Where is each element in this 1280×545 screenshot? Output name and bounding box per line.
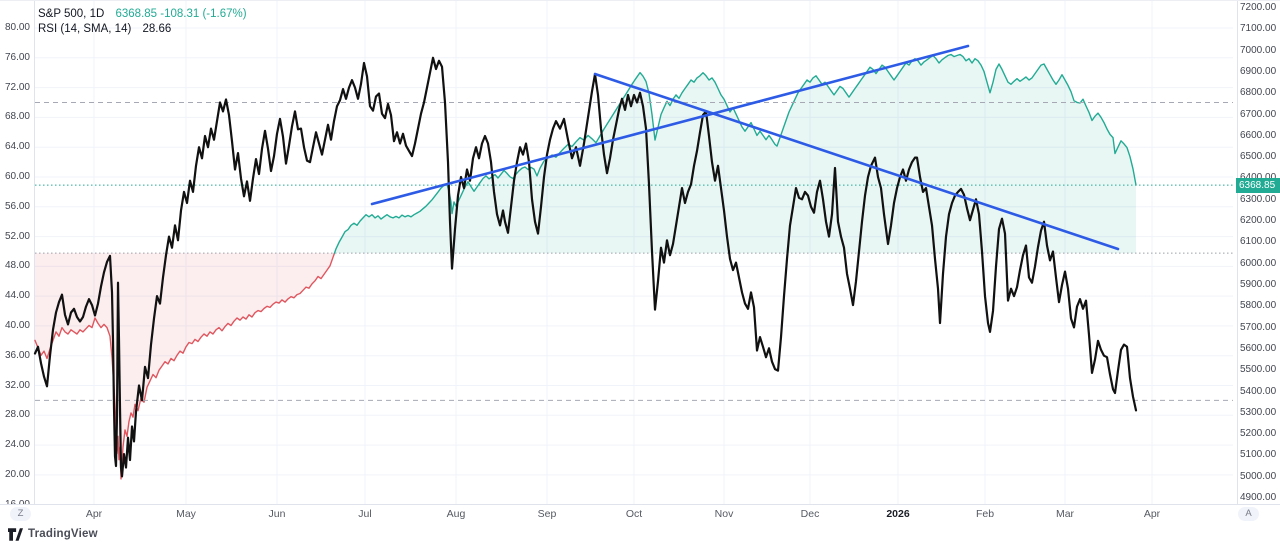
change-value: -108.31 (-1.67%) xyxy=(160,8,247,20)
price-tick-label: 6800.00 xyxy=(1240,87,1277,99)
rsi-tick-label: 56.00 xyxy=(4,200,30,212)
time-tick-label: Nov xyxy=(714,508,734,520)
falling-trendline[interactable] xyxy=(593,72,1120,251)
tradingview-logo-icon xyxy=(8,527,23,541)
rsi-tick-label: 20.00 xyxy=(4,468,30,480)
indicator-legend-row[interactable]: RSI (14, SMA, 14) 28.66 xyxy=(38,22,247,36)
price-tick-label: 5100.00 xyxy=(1240,449,1277,461)
price-tick-label: 5200.00 xyxy=(1240,428,1277,440)
grid-lines xyxy=(35,1,1233,506)
price-tick-label: 6200.00 xyxy=(1240,215,1277,227)
rising-trendline[interactable] xyxy=(370,44,970,206)
time-tick-label: May xyxy=(176,508,196,520)
rsi-tick-label: 32.00 xyxy=(4,379,30,391)
chart-legend: S&P 500, 1D 6368.85 -108.31 (-1.67%) RSI… xyxy=(38,7,247,37)
indicator-title: RSI (14, SMA, 14) xyxy=(38,23,132,35)
price-scale-axis[interactable]: 7200.00 7100.00 7000.00 6900.00 6800.00 6700.… xyxy=(1238,1,1280,507)
rsi-scale-axis[interactable]: 80.00 76.00 72.00 68.00 64.00 60.00 56.00 52.00… xyxy=(0,1,33,507)
time-tick-label: Dec xyxy=(800,508,820,520)
price-tick-label: 7000.00 xyxy=(1240,44,1277,56)
price-tick-label: 6500.00 xyxy=(1240,151,1277,163)
price-tick-label: 5600.00 xyxy=(1240,342,1277,354)
price-tick-label: 6900.00 xyxy=(1240,65,1277,77)
price-tick-label: 7100.00 xyxy=(1240,23,1277,35)
baseline-fill-areas xyxy=(35,54,1136,479)
price-tick-label: 6000.00 xyxy=(1240,257,1277,269)
time-tick-label: Apr xyxy=(1143,508,1161,520)
rsi-tick-label: 24.00 xyxy=(4,439,30,451)
chart-canvas[interactable] xyxy=(0,1,1280,524)
auto-scale-button[interactable]: A xyxy=(1238,506,1259,521)
rsi-tick-label: 52.00 xyxy=(4,230,30,242)
rsi-tick-label: 60.00 xyxy=(4,170,30,182)
rsi-tick-label: 44.00 xyxy=(4,290,30,302)
price-tick-label: 4900.00 xyxy=(1240,492,1277,504)
price-tick-label: 5400.00 xyxy=(1240,385,1277,397)
price-tick-label: 5800.00 xyxy=(1240,300,1277,312)
indicator-value: 28.66 xyxy=(142,23,172,35)
rsi-tick-label: 76.00 xyxy=(4,51,30,63)
footer-bar: TradingView xyxy=(0,523,1280,545)
price-tick-label: 5300.00 xyxy=(1240,406,1277,418)
price-tick-label: 5900.00 xyxy=(1240,279,1277,290)
price-tick-label: 6100.00 xyxy=(1240,236,1277,248)
rsi-tick-label: 28.00 xyxy=(4,409,30,421)
rsi-tick-label: 72.00 xyxy=(4,81,30,93)
price-tick-label: 7200.00 xyxy=(1240,2,1277,13)
price-tick-label: 5000.00 xyxy=(1240,470,1277,482)
symbol-legend-row[interactable]: S&P 500, 1D 6368.85 -108.31 (-1.67%) xyxy=(38,7,247,21)
time-tick-label: Mar xyxy=(1055,508,1075,520)
time-tick-label: Apr xyxy=(85,508,103,520)
time-tick-label: Feb xyxy=(975,508,995,520)
price-tick-label: 6600.00 xyxy=(1240,129,1277,141)
price-tick-label: 6700.00 xyxy=(1240,108,1277,120)
last-price-axis-label: 6368.85 xyxy=(1236,177,1280,193)
last-price-value: 6368.85 xyxy=(115,8,158,20)
price-tick-label: 6300.00 xyxy=(1240,193,1277,205)
time-tick-label: Sep xyxy=(537,508,557,520)
rsi-tick-label: 64.00 xyxy=(4,141,30,153)
symbol-title: S&P 500, 1D xyxy=(38,8,105,20)
rsi-tick-label: 68.00 xyxy=(4,111,30,123)
trendline-drawings[interactable] xyxy=(370,44,1120,251)
price-tick-label: 5700.00 xyxy=(1240,321,1277,333)
time-tick-label: Aug xyxy=(446,508,466,520)
tradingview-brand[interactable]: TradingView xyxy=(8,527,98,541)
level-lines xyxy=(35,102,1233,401)
time-tick-label: Jul xyxy=(358,508,372,520)
brand-text: TradingView xyxy=(28,528,98,540)
chart-pane: S&P 500, 1D 6368.85 -108.31 (-1.67%) RSI… xyxy=(0,0,1280,526)
time-tick-label: Oct xyxy=(625,508,643,520)
time-tick-label: 2026 xyxy=(886,508,910,520)
rsi-tick-label: 40.00 xyxy=(4,319,30,331)
rsi-tick-label: 16.00 xyxy=(4,498,30,507)
time-tick-label: Jun xyxy=(268,508,286,520)
rsi-tick-label: 48.00 xyxy=(4,260,30,272)
rsi-tick-label: 36.00 xyxy=(4,349,30,361)
rsi-tick-label: 80.00 xyxy=(4,22,30,33)
rsi-line-series xyxy=(33,56,1138,478)
timezone-button[interactable]: Z xyxy=(10,506,31,521)
price-tick-label: 5500.00 xyxy=(1240,364,1277,376)
